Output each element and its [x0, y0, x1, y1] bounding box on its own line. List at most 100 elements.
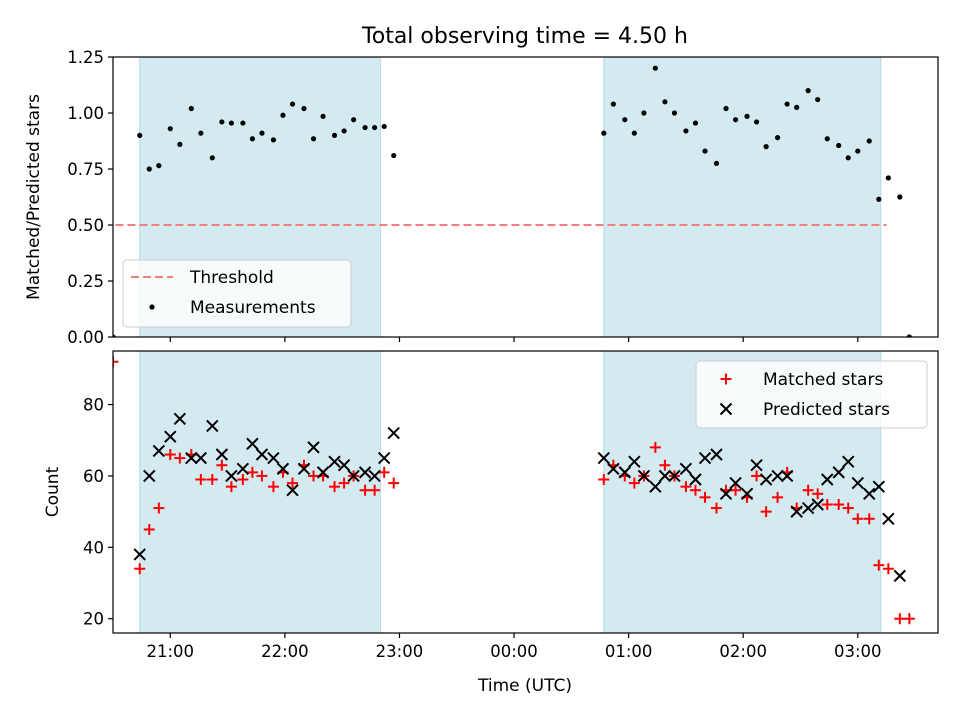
measurement-point [866, 138, 872, 144]
legend-predicted-swatch [719, 402, 733, 416]
measurement-point [763, 144, 769, 150]
legend-plus-marker [720, 373, 732, 385]
predicted-star-point [206, 419, 219, 433]
observing-window-1 [139, 351, 381, 633]
legend-matched-swatch [720, 373, 732, 385]
predicted-star-point [143, 469, 156, 483]
matched-star-point [772, 491, 784, 503]
measurement-point [622, 117, 628, 123]
predicted-star-point [164, 430, 177, 443]
predicted-star-point [832, 466, 845, 479]
measurement-point [391, 152, 397, 159]
measurement-point [824, 136, 830, 142]
top-legend: Threshold Measurements [122, 259, 352, 328]
matched-star-point [873, 559, 885, 571]
y-tick-label: 1.25 [67, 48, 104, 67]
measurement-point [381, 123, 387, 130]
y-tick-label: 40 [83, 538, 104, 557]
counts-series [113, 356, 915, 625]
matched-star-point [802, 484, 814, 496]
legend-measurements-label: Measurements [190, 298, 316, 318]
top-axes-frame [112, 56, 939, 338]
measurement-point [876, 196, 882, 202]
matched-star-point [649, 441, 661, 453]
predicted-star-point [328, 455, 341, 468]
predicted-star-point [286, 484, 299, 497]
matched-star-point [388, 477, 400, 489]
predicted-star-point [637, 469, 651, 483]
top-observing-windows [139, 57, 882, 337]
x-tick-label: 02:00 [719, 642, 767, 661]
measurement-point [631, 130, 637, 136]
measurement-point [351, 117, 357, 123]
matched-star-point [153, 502, 165, 514]
measurement-point [845, 155, 851, 161]
x-axis-label: Time (UTC) [477, 676, 572, 696]
matched-star-point [689, 484, 701, 496]
matched-star-point [338, 477, 350, 489]
measurement-point [885, 175, 891, 181]
predicted-star-point [882, 512, 895, 525]
predicted-star-point [649, 480, 662, 493]
predicted-star-point [133, 548, 146, 561]
matched-star-point [882, 563, 894, 575]
predicted-star-point [698, 451, 712, 465]
matched-star-point [287, 477, 299, 489]
matched-star-point [329, 481, 341, 493]
measurement-point [855, 148, 861, 154]
predicted-star-point [821, 473, 834, 486]
observing-window-2 [603, 57, 882, 337]
predicted-star-point [740, 487, 754, 500]
measurement-point [228, 120, 235, 126]
matched-star-point [812, 488, 824, 500]
predicted-star-point [368, 469, 381, 483]
measurement-point [641, 110, 647, 116]
predicted-star-point [863, 487, 876, 500]
legend-predicted-label: Predicted stars [763, 400, 890, 420]
measurement-point [662, 99, 668, 105]
y-tick-label: 0.00 [67, 328, 104, 347]
measurement-point [331, 132, 338, 138]
measurement-point [188, 105, 194, 112]
legend-threshold-label: Threshold [189, 268, 274, 288]
matched-star-point [134, 563, 146, 575]
matched-star-point [308, 470, 320, 482]
measurement-point [156, 163, 162, 169]
bottom-y-ticks: 20 40 60 80 [83, 396, 113, 629]
bottom-panel: 21:00 22:00 23:00 00:00 01:00 02:00 03:00 20 40… [43, 350, 939, 696]
measurement-point [671, 110, 678, 116]
y-tick-label: 0.75 [67, 160, 104, 179]
matched-star-point [369, 484, 381, 496]
matched-star-point [628, 477, 640, 489]
predicted-star-point [679, 462, 693, 476]
matched-star-point [760, 506, 772, 518]
predicted-star-point [152, 444, 166, 458]
predicted-star-point [851, 476, 864, 490]
measurement-point [753, 119, 760, 125]
matched-star-point [842, 502, 854, 514]
matched-star-point [246, 466, 258, 478]
predicted-star-point [347, 469, 360, 483]
matched-star-point [206, 474, 218, 486]
predicted-star-point [801, 501, 815, 515]
measurement-point [219, 119, 225, 125]
measurement-point [113, 334, 116, 337]
matched-star-point [680, 481, 692, 493]
bottom-legend-box [695, 360, 928, 429]
matched-star-point [143, 523, 155, 535]
measurement-point [713, 160, 720, 166]
predicted-star-point [607, 462, 620, 476]
measurement-point [906, 334, 912, 337]
predicted-star-point [337, 459, 351, 472]
predicted-star-point [225, 469, 238, 483]
measurement-point [341, 128, 347, 134]
measurement-point [280, 112, 286, 118]
measurement-point [146, 166, 152, 172]
matched-star-point [659, 459, 671, 471]
matched-star-point [751, 470, 763, 482]
top-y-ticks: 0.00 0.25 0.50 0.75 1.00 1.25 [67, 48, 113, 347]
matched-star-point [164, 449, 176, 461]
measurement-point [652, 65, 658, 71]
predicted-star-point [316, 466, 330, 479]
top-panel: 0.00 0.25 0.50 0.75 1.00 1.25 Matched/Predict… [24, 48, 939, 347]
